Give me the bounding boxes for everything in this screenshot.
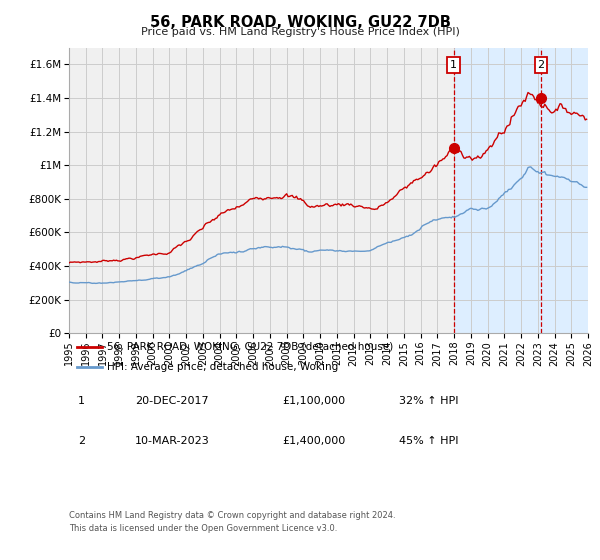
Text: 10-MAR-2023: 10-MAR-2023: [135, 436, 209, 446]
Text: £1,100,000: £1,100,000: [282, 396, 345, 406]
Text: £1,400,000: £1,400,000: [282, 436, 345, 446]
Text: 56, PARK ROAD, WOKING, GU22 7DB: 56, PARK ROAD, WOKING, GU22 7DB: [149, 15, 451, 30]
Text: 1: 1: [450, 60, 457, 70]
Text: 2: 2: [78, 436, 85, 446]
Text: HPI: Average price, detached house, Woking: HPI: Average price, detached house, Woki…: [107, 362, 338, 372]
Text: 45% ↑ HPI: 45% ↑ HPI: [398, 436, 458, 446]
Text: Contains HM Land Registry data © Crown copyright and database right 2024.: Contains HM Land Registry data © Crown c…: [69, 511, 395, 520]
Text: 2: 2: [538, 60, 545, 70]
Text: 20-DEC-2017: 20-DEC-2017: [135, 396, 209, 406]
Bar: [454, 48, 588, 333]
Text: 32% ↑ HPI: 32% ↑ HPI: [398, 396, 458, 406]
Text: This data is licensed under the Open Government Licence v3.0.: This data is licensed under the Open Gov…: [69, 524, 337, 533]
Text: 1: 1: [78, 396, 85, 406]
Text: 56, PARK ROAD, WOKING, GU22 7DB (detached house): 56, PARK ROAD, WOKING, GU22 7DB (detache…: [107, 342, 393, 352]
Text: Price paid vs. HM Land Registry's House Price Index (HPI): Price paid vs. HM Land Registry's House …: [140, 27, 460, 37]
